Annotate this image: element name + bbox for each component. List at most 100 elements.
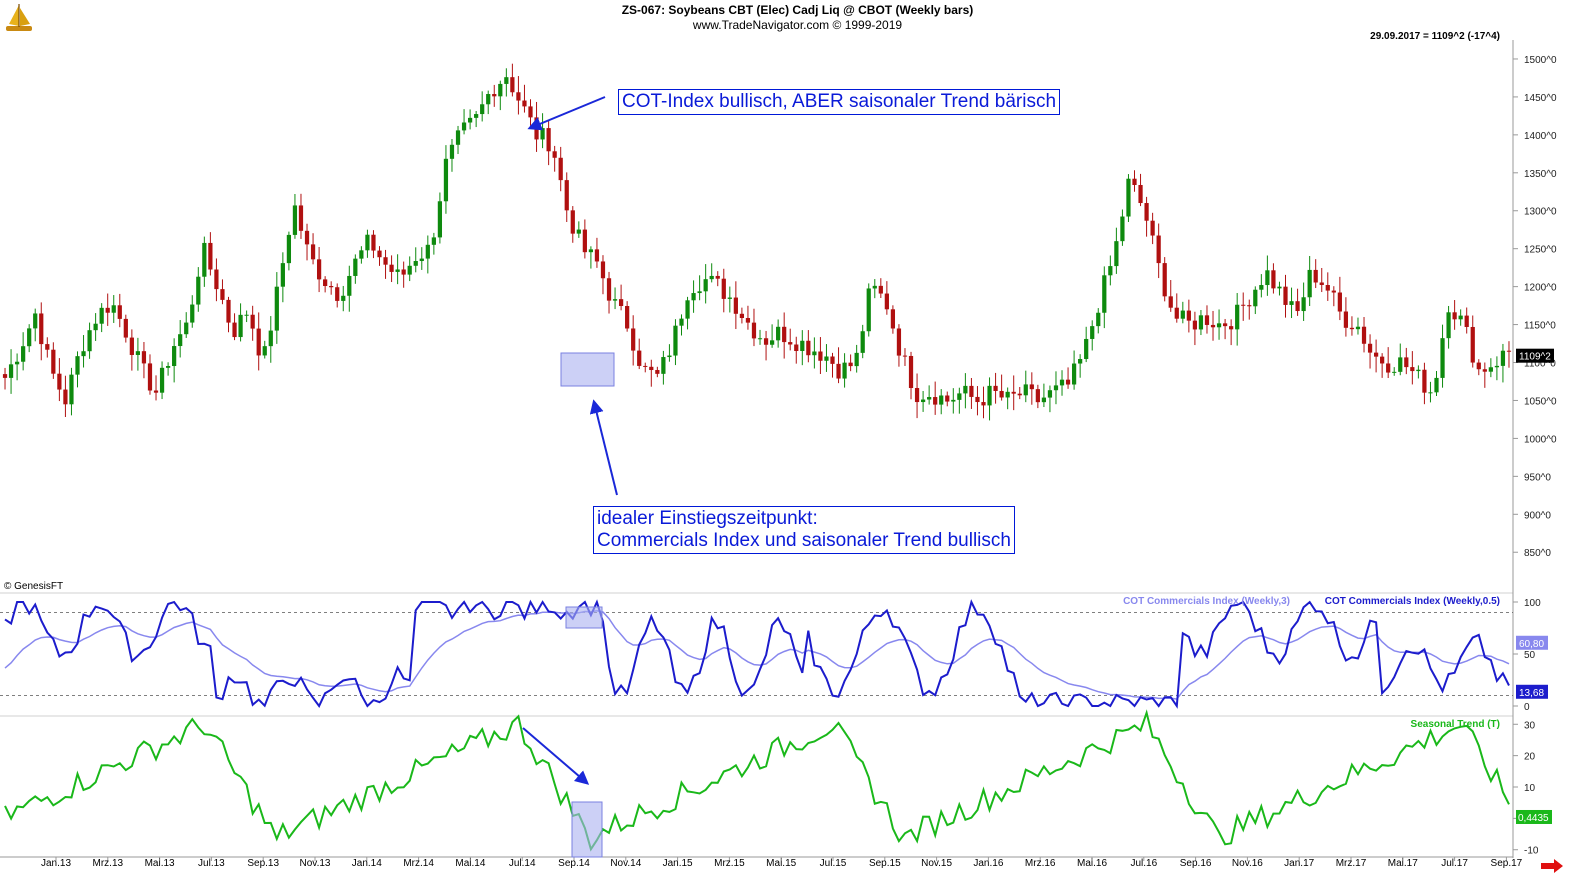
price-y-tick-label: 900^0 <box>1524 510 1551 521</box>
candle-body <box>927 397 932 400</box>
price-y-tick-label: 1400^0 <box>1524 131 1557 142</box>
x-tick-label: Sep.15 <box>868 858 901 869</box>
price-y-tick-label: 1500^0 <box>1524 55 1557 66</box>
candle-body <box>486 94 491 105</box>
candle-body <box>1011 391 1016 394</box>
candle-body <box>939 395 944 405</box>
candle-body <box>1071 363 1077 385</box>
candle-body <box>1343 311 1349 328</box>
candle-body <box>1283 286 1288 305</box>
candle-body <box>178 334 183 347</box>
candle-body <box>1500 350 1506 366</box>
cot-fast-last-tag-label: 13,68 <box>1519 688 1544 699</box>
candle-body <box>39 313 44 345</box>
candle-body <box>776 326 781 341</box>
candle-body <box>431 237 436 245</box>
candle-body <box>383 257 388 265</box>
candle-body <box>371 234 376 251</box>
candle-body <box>522 100 527 107</box>
candle-body <box>1355 326 1361 330</box>
candle-body <box>1065 379 1071 385</box>
candle-body <box>812 351 817 356</box>
scroll-right-arrow-icon[interactable] <box>1540 858 1564 874</box>
arrow-to-entry <box>589 399 618 496</box>
seasonal-y-tick-label: 20 <box>1524 752 1536 763</box>
candle-body <box>214 269 219 290</box>
price-y-tick-label: 1450^0 <box>1524 93 1557 104</box>
candle-body <box>637 350 642 366</box>
candle-body <box>975 396 980 403</box>
candle-body <box>1174 307 1179 319</box>
candle-body <box>715 275 720 279</box>
candle-body <box>1210 324 1216 328</box>
candle-body <box>1277 286 1282 289</box>
candle-body <box>1216 323 1222 328</box>
candle-body <box>1247 305 1252 307</box>
cot-fast-line <box>4 599 1510 709</box>
candle-body <box>957 393 962 400</box>
price-candles <box>2 63 1512 421</box>
candle-body <box>63 389 68 405</box>
candle-body <box>1428 392 1433 394</box>
seasonal-legend: Seasonal Trend (T) <box>1411 719 1500 730</box>
candle-body <box>280 263 285 287</box>
x-tick-label: Jul.17 <box>1441 858 1468 869</box>
candle-body <box>1404 357 1409 368</box>
candle-body <box>709 275 714 280</box>
candle-body <box>667 355 672 358</box>
price-y-tick-label: 1300^0 <box>1524 207 1557 218</box>
candle-body <box>365 234 370 251</box>
candle-body <box>993 385 998 391</box>
x-tick-label: Jan.13 <box>40 858 72 869</box>
candle-body <box>703 279 708 292</box>
candle-body <box>335 287 340 301</box>
candle-body <box>588 249 594 253</box>
cot-fast-last-tag <box>1516 684 1548 699</box>
candle-body <box>316 259 322 280</box>
cot-slow-last-tag-label: 60,80 <box>1519 639 1544 650</box>
candle-body <box>159 367 165 393</box>
candle-body <box>69 374 74 405</box>
candle-body <box>733 297 738 314</box>
candle-body <box>830 356 835 364</box>
candle-body <box>1361 326 1367 344</box>
candle-body <box>618 299 624 307</box>
candle-body <box>963 385 968 394</box>
sailboat-logo-icon[interactable] <box>4 2 34 34</box>
candle-body <box>1204 315 1210 325</box>
candle-body <box>21 346 26 362</box>
candle-body <box>902 355 908 357</box>
candle-body <box>1337 292 1342 312</box>
candle-body <box>1253 289 1258 307</box>
candle-body <box>395 269 400 272</box>
chart-title: ZS-067: Soybeans CBT (Elec) Cadj Liq @ C… <box>621 3 974 17</box>
price-y-tick-label: 850^0 <box>1524 548 1551 559</box>
candle-body <box>498 83 503 97</box>
candle-body <box>745 318 751 323</box>
candle-body <box>1078 359 1083 364</box>
seasonal-y-tick-label: 30 <box>1524 720 1536 731</box>
candle-body <box>649 366 654 371</box>
cot-slow-line <box>4 610 1510 700</box>
candle-body <box>1198 315 1204 330</box>
candle-body <box>685 300 690 319</box>
candle-body <box>570 210 575 234</box>
candle-body <box>1440 338 1445 378</box>
candle-body <box>1035 389 1040 403</box>
candle-body <box>981 402 986 406</box>
last-value-label: 29.09.2017 = 1109^2 (-17^4) <box>1370 31 1500 42</box>
candle-body <box>310 244 316 260</box>
candle-body <box>286 234 292 264</box>
candle-body <box>872 285 877 289</box>
candle-body <box>1367 343 1373 353</box>
candle-body <box>727 297 732 299</box>
candle-body <box>1319 282 1324 286</box>
candle-body <box>292 205 298 235</box>
candle-body <box>1102 275 1107 313</box>
candle-body <box>1162 263 1167 297</box>
candle-body <box>1168 296 1173 308</box>
candle-body <box>1156 235 1161 264</box>
candle-body <box>1265 270 1270 286</box>
candle-body <box>1482 369 1487 372</box>
